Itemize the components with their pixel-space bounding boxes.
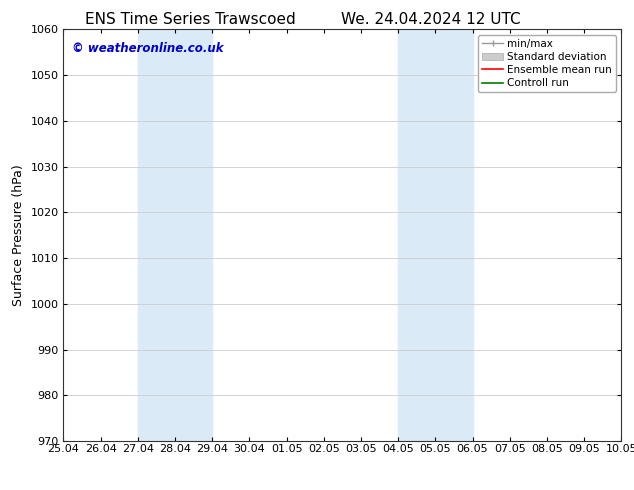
Text: © weatheronline.co.uk: © weatheronline.co.uk [72,42,223,55]
Legend: min/max, Standard deviation, Ensemble mean run, Controll run: min/max, Standard deviation, Ensemble me… [478,35,616,92]
Text: We. 24.04.2024 12 UTC: We. 24.04.2024 12 UTC [341,12,521,27]
Bar [138,29,212,441]
Text: ENS Time Series Trawscoed: ENS Time Series Trawscoed [85,12,295,27]
Bar [398,29,472,441]
Y-axis label: Surface Pressure (hPa): Surface Pressure (hPa) [12,164,25,306]
